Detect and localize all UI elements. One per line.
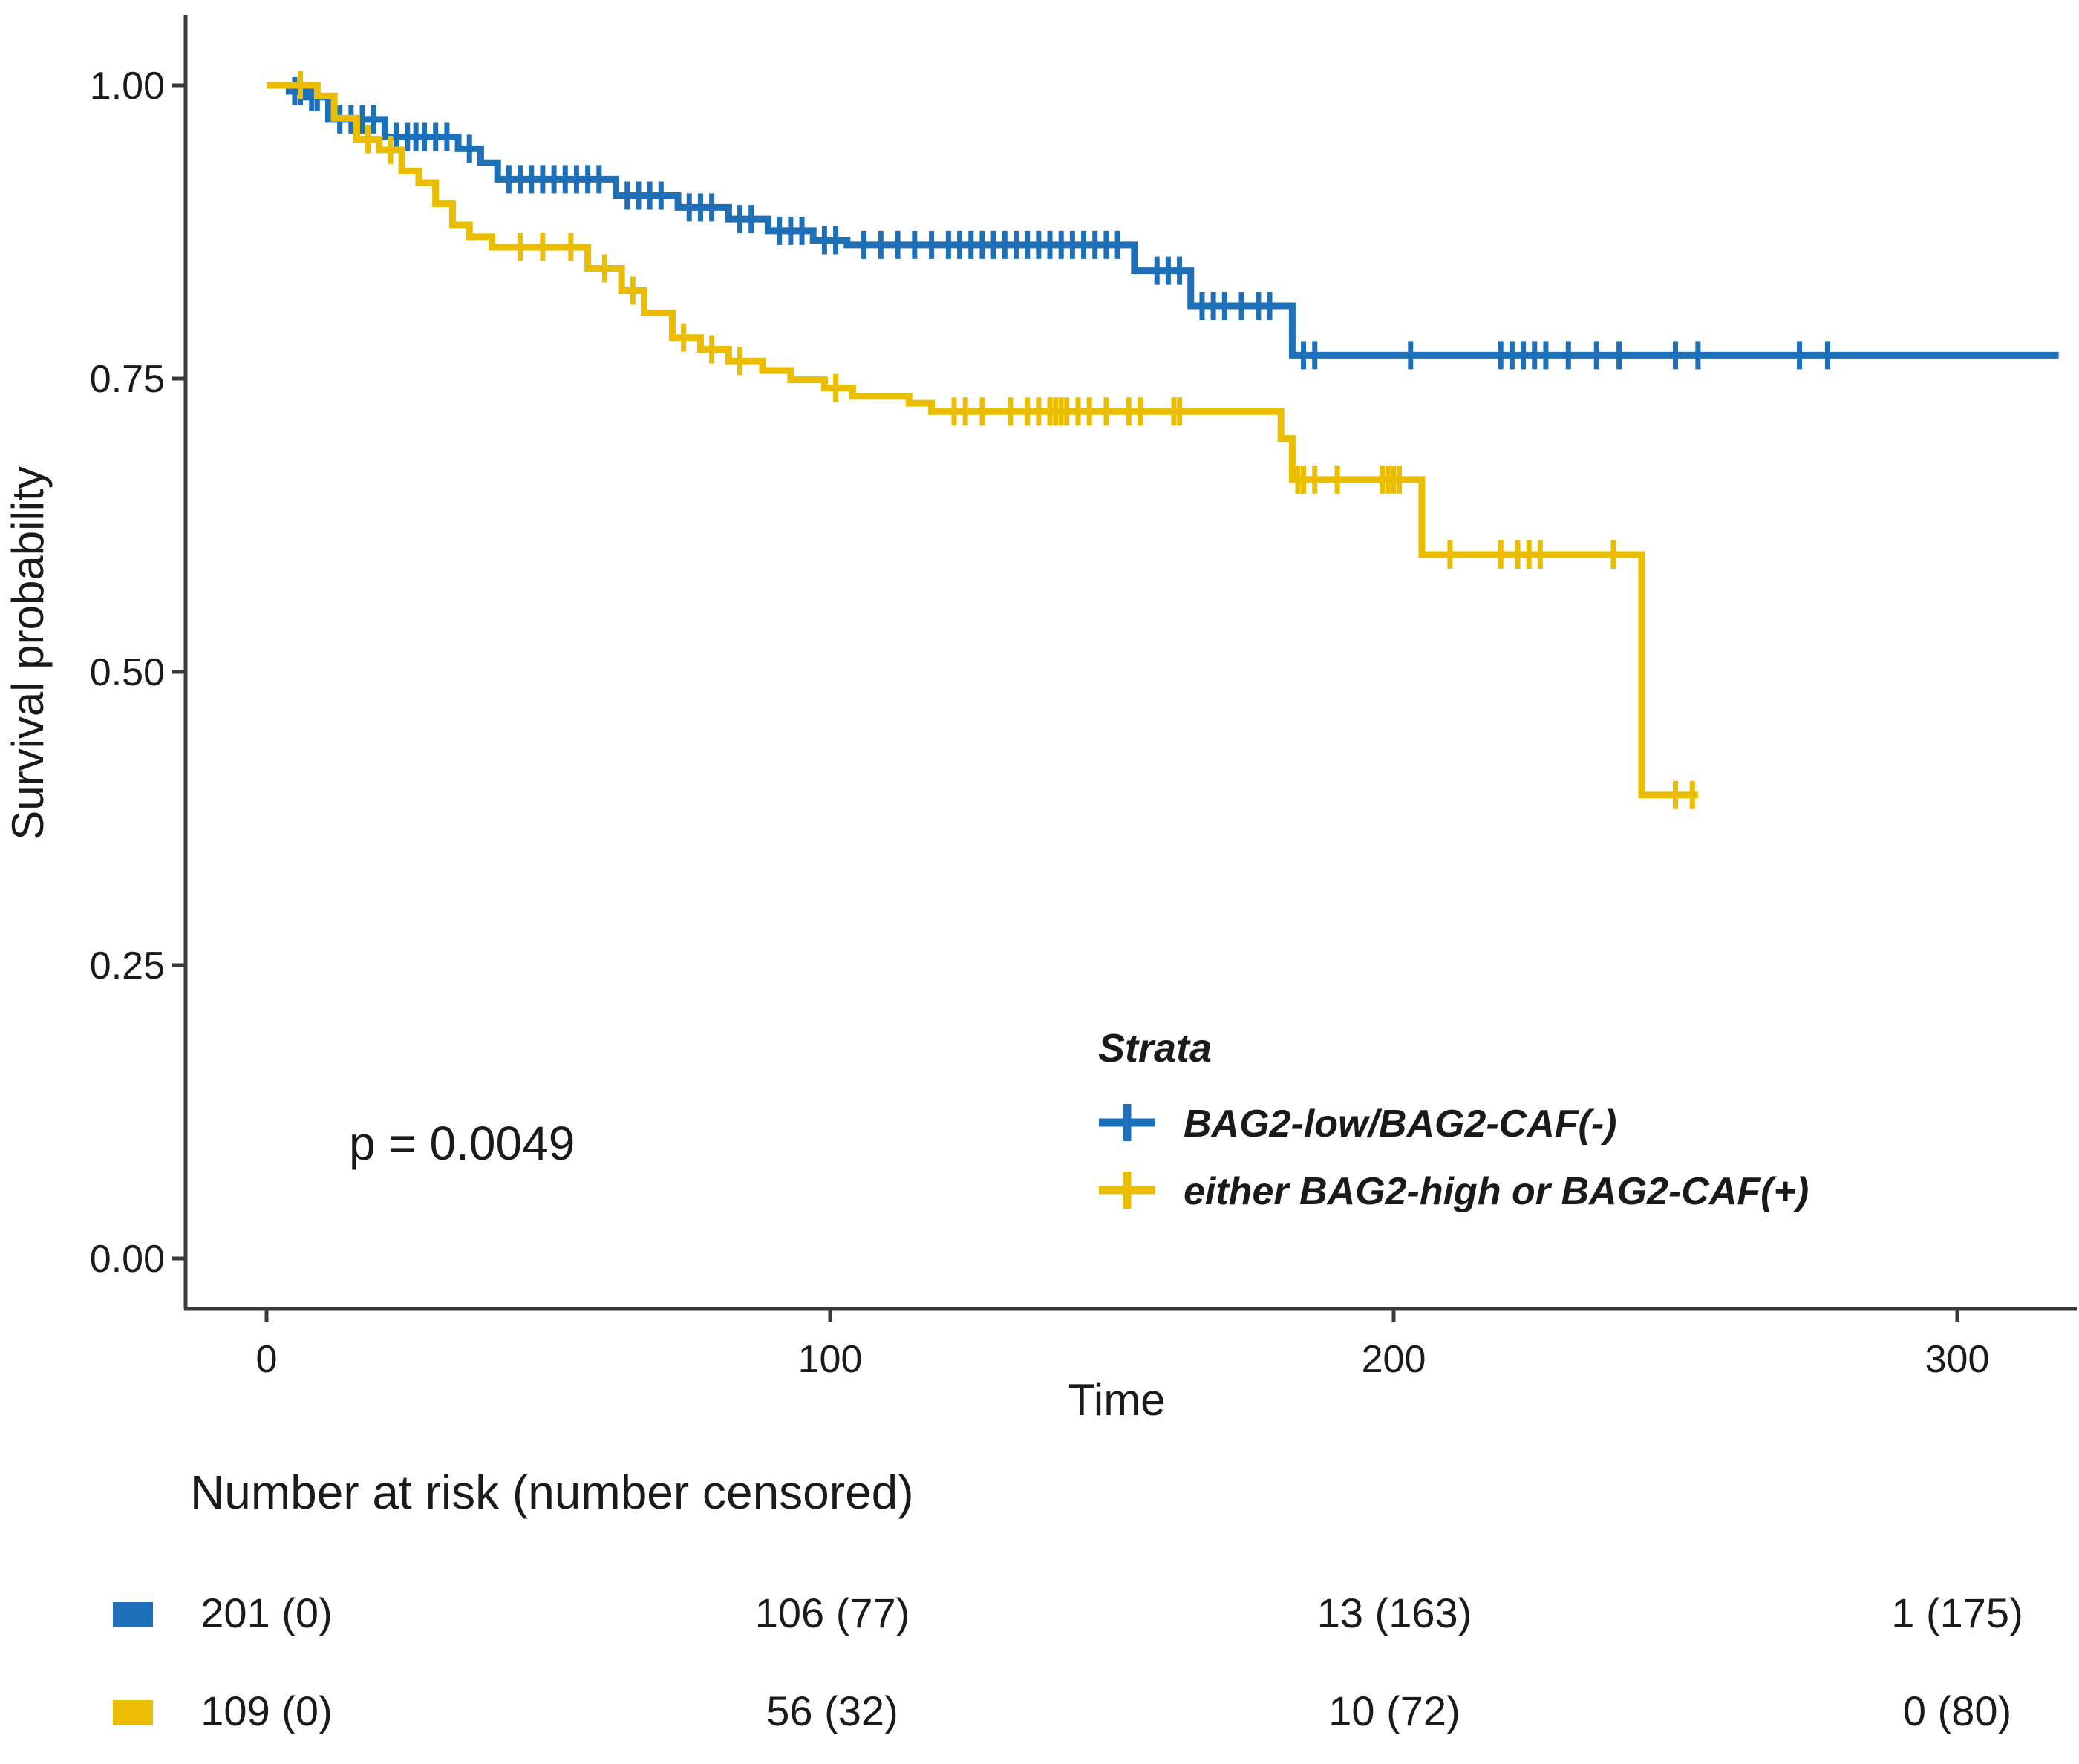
survival-curve-1 [267,82,1698,799]
risk-row-swatch [113,1602,153,1627]
legend-key-plus-icon [1099,1172,1155,1209]
y-axis-ticks: 1.00 0.75 0.50 0.25 0.00 [90,65,186,1281]
legend-item-label: either BAG2-high or BAG2-CAF(+) [1184,1170,1809,1213]
censor-marks-0 [292,76,1830,370]
survival-curves [267,71,2059,809]
y-tick-label: 0.25 [90,944,165,987]
risk-cell: 109 (0) [200,1688,332,1734]
censor-marks-1 [298,71,1695,809]
x-axis-title: Time [1068,1375,1165,1425]
risk-row-swatch [113,1700,153,1725]
x-tick-label: 100 [798,1338,863,1381]
y-tick-label: 1.00 [90,65,165,108]
risk-cell: 10 (72) [1328,1688,1460,1734]
x-tick-label: 0 [256,1338,278,1381]
axes: 1.00 0.75 0.50 0.25 0.00 0 100 200 300 [90,15,2077,1381]
legend: Strata BAG2-low/BAG2-CAF(-) either BAG2-… [1098,1026,1809,1213]
risk-table: Number at risk (number censored) 201 (0)… [113,1466,2023,1734]
risk-cell: 201 (0) [200,1590,332,1636]
x-axis-ticks: 0 100 200 300 [256,1309,1990,1381]
risk-cell: 1 (175) [1891,1590,2023,1636]
risk-cell: 106 (77) [755,1590,910,1636]
y-tick-label: 0.00 [90,1238,165,1281]
legend-key-plus-icon [1099,1104,1155,1141]
legend-title: Strata [1098,1026,1212,1071]
y-tick-label: 0.50 [90,651,165,694]
p-value-label: p = 0.0049 [349,1117,575,1170]
risk-cell: 56 (32) [766,1688,898,1734]
risk-table-title: Number at risk (number censored) [190,1466,914,1519]
legend-item-label: BAG2-low/BAG2-CAF(-) [1184,1102,1617,1146]
x-tick-label: 300 [1925,1338,1990,1381]
y-tick-label: 0.75 [90,358,165,401]
risk-cell: 0 (80) [1903,1688,2011,1734]
risk-cell: 13 (163) [1317,1590,1472,1636]
y-axis-title: Survival probability [3,466,53,840]
survival-curve-0 [267,82,2059,359]
x-tick-label: 200 [1362,1338,1426,1381]
